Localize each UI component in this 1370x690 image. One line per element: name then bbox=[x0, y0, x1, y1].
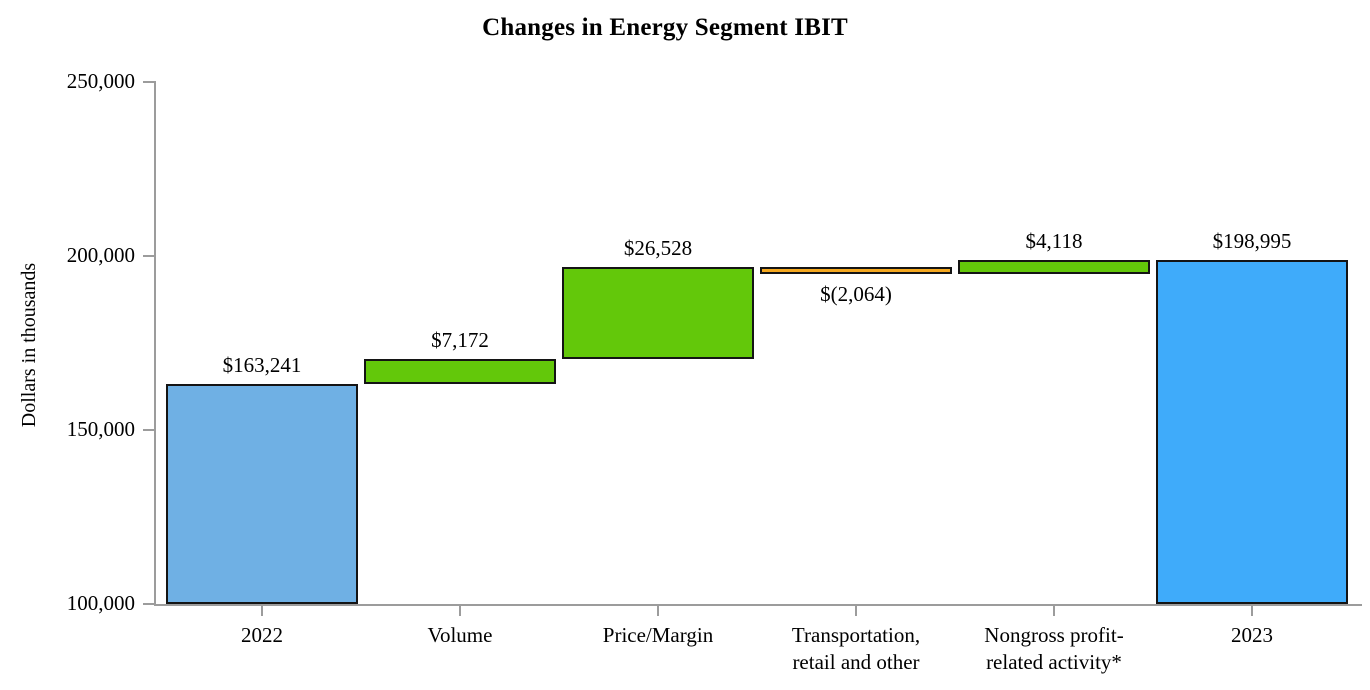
category-label-line: Nongross profit- bbox=[984, 623, 1124, 647]
bar-value-label: $4,118 bbox=[1025, 228, 1083, 253]
category-label-line: 2022 bbox=[241, 623, 283, 647]
y-tick-label: 250,000 bbox=[66, 69, 135, 93]
category-label-line: 2023 bbox=[1231, 623, 1273, 647]
chart-title: Changes in Energy Segment IBIT bbox=[482, 14, 848, 41]
waterfall-bar-increase bbox=[562, 266, 754, 359]
category-label-line: Transportation, bbox=[791, 623, 921, 647]
bar-value-label: $26,528 bbox=[623, 235, 693, 260]
bar-value-label: $7,172 bbox=[431, 328, 489, 352]
bar-value-label: $198,995 bbox=[1212, 228, 1292, 253]
category-label: Price/Margin bbox=[528, 622, 788, 649]
y-tick-label: 100,000 bbox=[66, 591, 135, 615]
category-label: Nongross profit-related activity* bbox=[924, 622, 1184, 676]
category-label-line: Price/Margin bbox=[602, 623, 714, 647]
x-tick bbox=[1251, 606, 1253, 616]
category-label: 2022 bbox=[132, 622, 392, 649]
category-label: Transportation, retail and other bbox=[726, 622, 986, 676]
category-label-line: retail and other bbox=[792, 650, 920, 674]
category-label-line: Volume bbox=[427, 623, 493, 647]
category-label: Volume bbox=[330, 622, 590, 649]
y-axis-title: Dollars in thousands bbox=[18, 262, 40, 428]
bar-value-label: $163,241 bbox=[222, 352, 302, 377]
x-axis-line bbox=[154, 604, 1362, 606]
x-tick bbox=[261, 606, 263, 616]
waterfall-bar-increase bbox=[364, 359, 556, 384]
x-tick bbox=[459, 606, 461, 616]
y-axis-line bbox=[154, 81, 156, 606]
x-tick bbox=[855, 606, 857, 616]
x-tick bbox=[657, 606, 659, 616]
waterfall-bar-total bbox=[166, 383, 358, 604]
y-tick-label: 200,000 bbox=[66, 243, 135, 267]
y-tick-label: 150,000 bbox=[66, 417, 135, 441]
y-tick bbox=[143, 255, 154, 257]
y-tick bbox=[143, 603, 154, 605]
waterfall-bar-increase bbox=[958, 259, 1150, 274]
category-label-line: related activity* bbox=[986, 650, 1122, 674]
waterfall-bar-total bbox=[1156, 259, 1348, 604]
y-tick bbox=[143, 81, 154, 83]
y-tick bbox=[143, 429, 154, 431]
x-tick bbox=[1053, 606, 1055, 616]
bar-value-label: $(2,064) bbox=[820, 281, 892, 306]
waterfall-bar-decrease bbox=[760, 266, 952, 274]
category-label: 2023 bbox=[1122, 622, 1370, 649]
